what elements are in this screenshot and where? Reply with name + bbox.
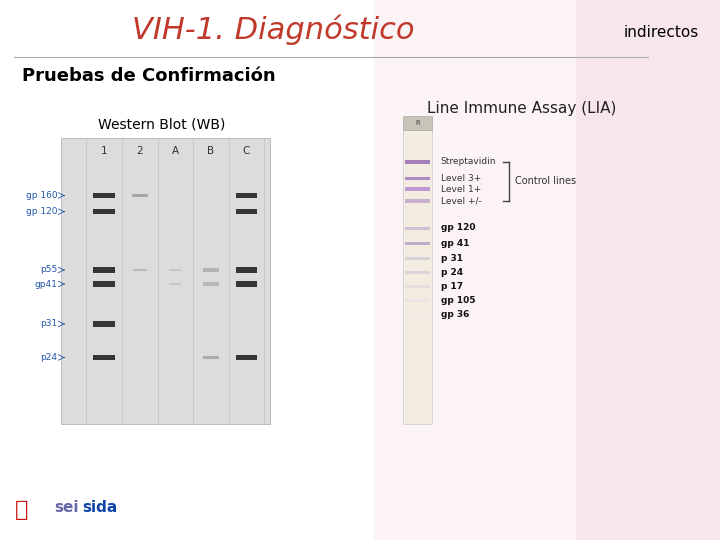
Text: gp 160: gp 160 <box>26 191 58 200</box>
Text: Pruebas de Confirmación: Pruebas de Confirmación <box>22 66 275 85</box>
Bar <box>94 321 115 327</box>
Text: Level 3+: Level 3+ <box>441 174 481 183</box>
Text: Western Blot (WB): Western Blot (WB) <box>99 117 225 131</box>
Bar <box>169 283 181 285</box>
Bar <box>405 199 430 203</box>
Bar <box>94 355 115 360</box>
Text: Level 1+: Level 1+ <box>441 185 481 193</box>
Text: p24: p24 <box>40 353 58 362</box>
Bar <box>405 160 430 164</box>
Text: 1: 1 <box>101 146 107 156</box>
Bar <box>203 282 219 286</box>
Bar <box>405 285 430 288</box>
Bar <box>405 313 430 316</box>
Text: Level +/-: Level +/- <box>441 197 482 205</box>
Text: gp 36: gp 36 <box>441 310 469 319</box>
Text: gp41: gp41 <box>35 280 58 288</box>
Bar <box>235 193 257 198</box>
Text: Line Immune Assay (LIA): Line Immune Assay (LIA) <box>427 100 617 116</box>
Bar <box>403 116 432 130</box>
Bar <box>576 0 720 540</box>
Text: 🎗: 🎗 <box>15 500 28 521</box>
Bar <box>405 187 430 191</box>
Bar <box>133 269 147 271</box>
Bar <box>132 193 148 197</box>
Bar <box>235 209 257 214</box>
Text: gp 120: gp 120 <box>26 207 58 216</box>
Bar <box>405 271 430 274</box>
Bar <box>94 209 115 214</box>
Text: p31: p31 <box>40 320 58 328</box>
Bar <box>203 355 219 360</box>
Text: VIH-1. Diagnóstico: VIH-1. Diagnóstico <box>132 15 415 45</box>
Text: gp 105: gp 105 <box>441 296 475 305</box>
Text: gp 120: gp 120 <box>441 224 475 232</box>
Text: p 17: p 17 <box>441 282 463 291</box>
Bar <box>405 257 430 260</box>
Text: Streptavidin: Streptavidin <box>441 158 496 166</box>
Bar <box>405 299 430 302</box>
Text: R: R <box>415 119 420 126</box>
Text: sida: sida <box>82 500 117 515</box>
Bar <box>405 227 430 229</box>
Bar <box>235 355 257 360</box>
Bar <box>169 269 181 271</box>
Text: p 24: p 24 <box>441 268 463 276</box>
Bar <box>235 281 257 287</box>
Bar <box>374 0 720 540</box>
Text: Control lines: Control lines <box>515 177 576 186</box>
Bar <box>405 242 430 245</box>
Text: 2: 2 <box>136 146 143 156</box>
Bar <box>94 281 115 287</box>
Bar <box>94 193 115 198</box>
Bar <box>403 130 432 424</box>
Bar <box>405 177 430 180</box>
Text: p 31: p 31 <box>441 254 463 262</box>
Text: A: A <box>172 146 179 156</box>
Bar <box>235 267 257 273</box>
Bar <box>203 268 219 272</box>
Text: B: B <box>207 146 215 156</box>
Text: indirectos: indirectos <box>623 25 698 40</box>
Text: p55: p55 <box>40 266 58 274</box>
Bar <box>61 138 270 424</box>
Text: sei: sei <box>54 500 78 515</box>
Text: gp 41: gp 41 <box>441 239 469 247</box>
Bar <box>94 267 115 273</box>
Text: C: C <box>243 146 250 156</box>
